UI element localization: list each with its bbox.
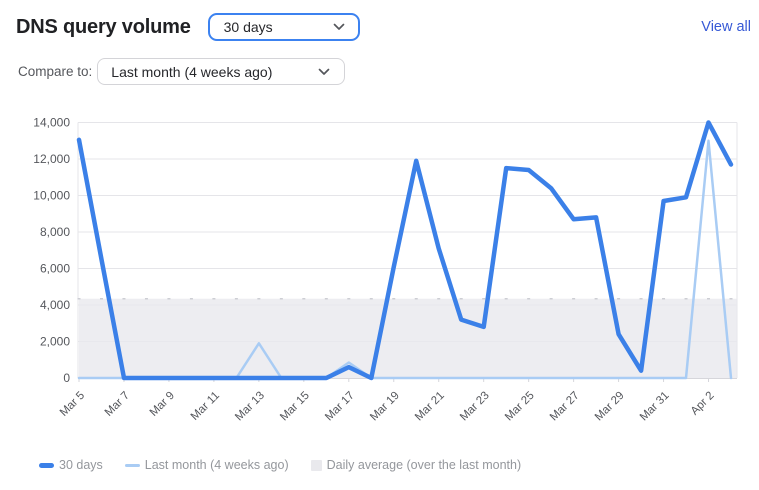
widget-header: DNS query volume 30 days View all: [0, 0, 759, 41]
svg-text:2,000: 2,000: [40, 335, 70, 349]
svg-text:Mar 21: Mar 21: [413, 390, 447, 424]
legend-item-daily-average: Daily average (over the last month): [310, 458, 522, 472]
svg-text:Mar 31: Mar 31: [638, 390, 672, 424]
chevron-down-icon: [318, 68, 330, 76]
svg-text:Mar 7: Mar 7: [103, 390, 132, 419]
chevron-down-icon: [333, 23, 345, 31]
range-select[interactable]: 30 days: [207, 13, 360, 41]
svg-text:Mar 25: Mar 25: [503, 390, 537, 424]
range-select-value: 30 days: [223, 19, 273, 35]
legend-label: Daily average (over the last month): [326, 458, 522, 472]
compare-select-value: Last month (4 weeks ago): [111, 63, 273, 80]
chart-legend: 30 days Last month (4 weeks ago) Daily a…: [0, 458, 759, 472]
svg-text:Mar 5: Mar 5: [58, 390, 87, 419]
thick-line-swatch-icon: [39, 462, 54, 468]
legend-item-30-days: 30 days: [39, 458, 103, 472]
svg-text:Apr 2: Apr 2: [689, 390, 717, 418]
chart-area: 0 2,000 4,000 6,000 8,000 10,000 12,000 14,000 M…: [0, 103, 759, 453]
square-swatch-icon: [310, 459, 322, 471]
svg-text:Mar 29: Mar 29: [593, 390, 627, 424]
svg-text:Mar 23: Mar 23: [458, 390, 492, 424]
svg-text:4,000: 4,000: [40, 298, 70, 312]
compare-select[interactable]: Last month (4 weeks ago): [97, 58, 346, 85]
svg-text:Mar 19: Mar 19: [368, 390, 402, 424]
legend-item-last-month: Last month (4 weeks ago): [124, 458, 289, 472]
svg-text:0: 0: [63, 371, 70, 385]
svg-text:6,000: 6,000: [40, 262, 70, 276]
svg-text:10,000: 10,000: [33, 189, 70, 203]
thin-line-swatch-icon: [124, 463, 140, 467]
svg-text:Mar 27: Mar 27: [548, 390, 582, 424]
view-all-link[interactable]: View all: [701, 19, 751, 35]
page-title: DNS query volume: [16, 15, 191, 38]
legend-label: 30 days: [59, 458, 103, 472]
svg-text:8,000: 8,000: [40, 225, 70, 239]
svg-text:Mar 13: Mar 13: [233, 390, 267, 424]
svg-text:Mar 15: Mar 15: [278, 390, 312, 424]
svg-text:Mar 9: Mar 9: [148, 390, 177, 419]
dns-chart: 0 2,000 4,000 6,000 8,000 10,000 12,000 14,000 M…: [33, 116, 738, 424]
svg-text:12,000: 12,000: [33, 152, 70, 166]
compare-to-label: Compare to:: [18, 64, 93, 79]
compare-row: Compare to: Last month (4 weeks ago): [0, 58, 759, 85]
svg-text:Mar 17: Mar 17: [323, 390, 357, 424]
svg-text:Mar 11: Mar 11: [189, 390, 222, 423]
svg-text:14,000: 14,000: [33, 116, 70, 130]
legend-label: Last month (4 weeks ago): [144, 458, 289, 472]
